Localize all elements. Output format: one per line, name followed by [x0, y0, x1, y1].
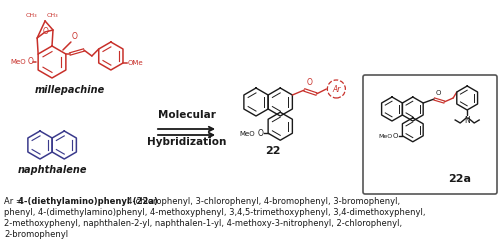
- Text: O: O: [306, 78, 312, 87]
- Text: OMe: OMe: [128, 60, 144, 66]
- Text: O: O: [257, 129, 263, 138]
- Text: phenyl, 4-(dimethylamino)phenyl, 4-methoxyphenyl, 3,4,5-trimethoxyphenyl, 3,4-di: phenyl, 4-(dimethylamino)phenyl, 4-metho…: [4, 208, 426, 217]
- Text: 2-bromophenyl: 2-bromophenyl: [4, 230, 68, 239]
- Text: O: O: [393, 133, 398, 139]
- Text: CH₃: CH₃: [47, 13, 58, 18]
- Text: O: O: [435, 90, 440, 96]
- Text: O: O: [72, 32, 78, 41]
- Text: MeO: MeO: [378, 134, 392, 139]
- Text: 22: 22: [266, 146, 281, 156]
- Text: 2-methoxyphenyl, naphthalen-2-yl, naphthalen-1-yl, 4-methoxy-3-nitrophenyl, 2-ch: 2-methoxyphenyl, naphthalen-2-yl, naphth…: [4, 219, 402, 228]
- Text: Ar =: Ar =: [4, 197, 26, 206]
- Text: Ar: Ar: [332, 84, 340, 94]
- FancyBboxPatch shape: [363, 75, 497, 194]
- Text: , 4-chlorophenyl, 3-chlorophenyl, 4-bromophenyl, 3-bromophenyl,: , 4-chlorophenyl, 3-chlorophenyl, 4-brom…: [122, 197, 400, 206]
- Text: Molecular: Molecular: [158, 110, 216, 120]
- Text: CH₃: CH₃: [26, 13, 37, 18]
- Text: MeO: MeO: [240, 131, 255, 137]
- Text: 22a: 22a: [448, 174, 470, 184]
- Text: Hybridization: Hybridization: [147, 137, 226, 147]
- Text: naphthalene: naphthalene: [18, 165, 87, 175]
- Text: 4-(diethylamino)phenyl (22a): 4-(diethylamino)phenyl (22a): [18, 197, 158, 206]
- Text: O: O: [27, 58, 33, 66]
- Text: MeO: MeO: [10, 59, 26, 65]
- Text: O: O: [42, 27, 48, 37]
- Text: millepachine: millepachine: [35, 85, 105, 95]
- Text: N: N: [464, 116, 470, 125]
